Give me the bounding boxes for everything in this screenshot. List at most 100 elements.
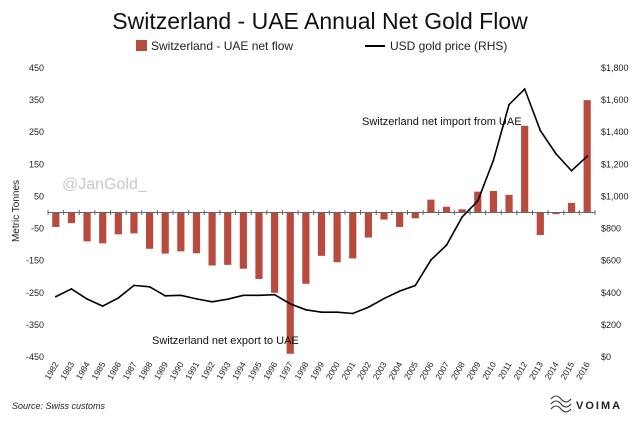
bar — [505, 194, 513, 213]
gold-price-point — [304, 308, 307, 311]
bar — [239, 212, 247, 269]
gold-price-points — [54, 88, 589, 315]
legend-line-label: USD gold price (RHS) — [390, 39, 507, 53]
gold-price-point — [320, 311, 323, 314]
gold-price-point — [164, 294, 167, 297]
gold-price-point — [273, 293, 276, 296]
bar — [333, 212, 341, 263]
bar — [52, 212, 60, 227]
gold-price-point — [70, 288, 73, 290]
y-tick-label: 250 — [29, 127, 44, 137]
bar — [317, 212, 326, 256]
y-tick-label: -350 — [26, 320, 44, 330]
gold-price-point — [555, 152, 557, 155]
y-tick-label: -250 — [26, 288, 44, 298]
y2-tick-label: $200 — [601, 320, 621, 330]
legend: Switzerland - UAE net flow USD gold pric… — [136, 39, 507, 53]
bar — [427, 199, 435, 213]
legend-bar-swatch — [136, 40, 147, 51]
gold-price-point — [211, 300, 214, 303]
y2-tick-label: $400 — [601, 288, 621, 298]
bar — [99, 212, 107, 244]
bar — [145, 212, 154, 249]
bar — [302, 212, 310, 284]
gold-price-point — [351, 312, 354, 315]
gold-price-point — [508, 103, 510, 106]
gold-price-point — [242, 294, 245, 297]
gold-price-point — [179, 294, 182, 297]
y-tick-label: -450 — [26, 352, 44, 362]
y-tick-label: -150 — [26, 256, 44, 266]
gold-price-point — [367, 306, 370, 309]
gold-price-point — [133, 284, 135, 287]
bar — [349, 212, 357, 259]
bar — [364, 212, 372, 238]
bar — [536, 212, 544, 235]
bar — [271, 212, 279, 293]
watermark: @JanGold_ — [62, 176, 148, 193]
gold-price-point — [523, 88, 526, 90]
y2-tick-label: $1,200 — [601, 159, 629, 169]
y2-tick-label: $1,000 — [601, 191, 629, 201]
right-axis: $1,800 $1,600 $1,400 $1,200 $1,000 $800 $600 $4… — [601, 63, 629, 362]
bar — [208, 212, 216, 266]
gold-price-point — [258, 294, 260, 297]
y-axis-title: Metric Tonnes — [11, 180, 22, 242]
y2-tick-label: $1,600 — [601, 95, 629, 105]
gold-price-point — [336, 311, 339, 314]
chart-title: Switzerland - UAE Annual Net Gold Flow — [112, 8, 528, 34]
y2-tick-label: $0 — [601, 352, 611, 362]
gold-price-point — [570, 169, 573, 172]
gold-price-point — [461, 216, 464, 218]
gold-price-point — [383, 297, 385, 300]
left-axis: 450 350 250 150 50 -50 -150 -250 -350 -450 — [26, 63, 44, 362]
bar — [83, 212, 91, 242]
bar — [161, 212, 169, 254]
bar — [114, 212, 122, 235]
bar — [255, 212, 263, 279]
gold-price-point — [586, 155, 589, 158]
source-note: Source: Swiss customs — [12, 401, 106, 411]
y-tick-label: 450 — [29, 63, 44, 73]
bar — [192, 212, 201, 254]
gold-price-point — [492, 159, 495, 162]
annotation-import: Switzerland net import from UAE — [362, 116, 522, 128]
gold-price-point — [414, 284, 417, 287]
bar — [286, 212, 294, 354]
zero-axis-ticks — [47, 210, 596, 215]
gold-price-point — [101, 305, 104, 307]
y-tick-label: 50 — [34, 191, 44, 201]
bar — [130, 212, 138, 234]
gold-price-point — [54, 295, 57, 298]
gold-price-point — [117, 297, 120, 299]
gold-price-point — [430, 259, 432, 261]
legend-bar-label: Switzerland - UAE net flow — [151, 39, 293, 53]
voima-logo-text: VOIMA — [576, 400, 622, 412]
bar — [411, 212, 419, 219]
voima-logo-icon — [550, 395, 572, 413]
gold-price-point — [445, 244, 448, 246]
bar — [458, 209, 466, 213]
bar — [380, 212, 388, 220]
bar — [396, 212, 404, 227]
gold-price-point — [86, 298, 88, 300]
y-tick-label: 350 — [29, 95, 44, 105]
gold-price-point — [289, 302, 292, 305]
bar — [567, 202, 576, 213]
bar — [224, 212, 232, 265]
gold-price-point — [539, 129, 542, 132]
bar — [442, 206, 451, 213]
y2-tick-label: $1,400 — [601, 127, 629, 137]
voima-logo: VOIMA — [550, 395, 622, 413]
y2-tick-label: $600 — [601, 256, 621, 266]
y-tick-label: 150 — [29, 159, 44, 169]
gold-price-point — [476, 200, 479, 202]
gold-price-point — [226, 298, 229, 301]
bar — [552, 212, 560, 215]
gold-price-point — [148, 285, 151, 288]
gold-price-point — [398, 290, 401, 293]
bar — [177, 212, 185, 252]
bar — [521, 125, 529, 213]
y2-tick-label: $800 — [601, 224, 621, 234]
